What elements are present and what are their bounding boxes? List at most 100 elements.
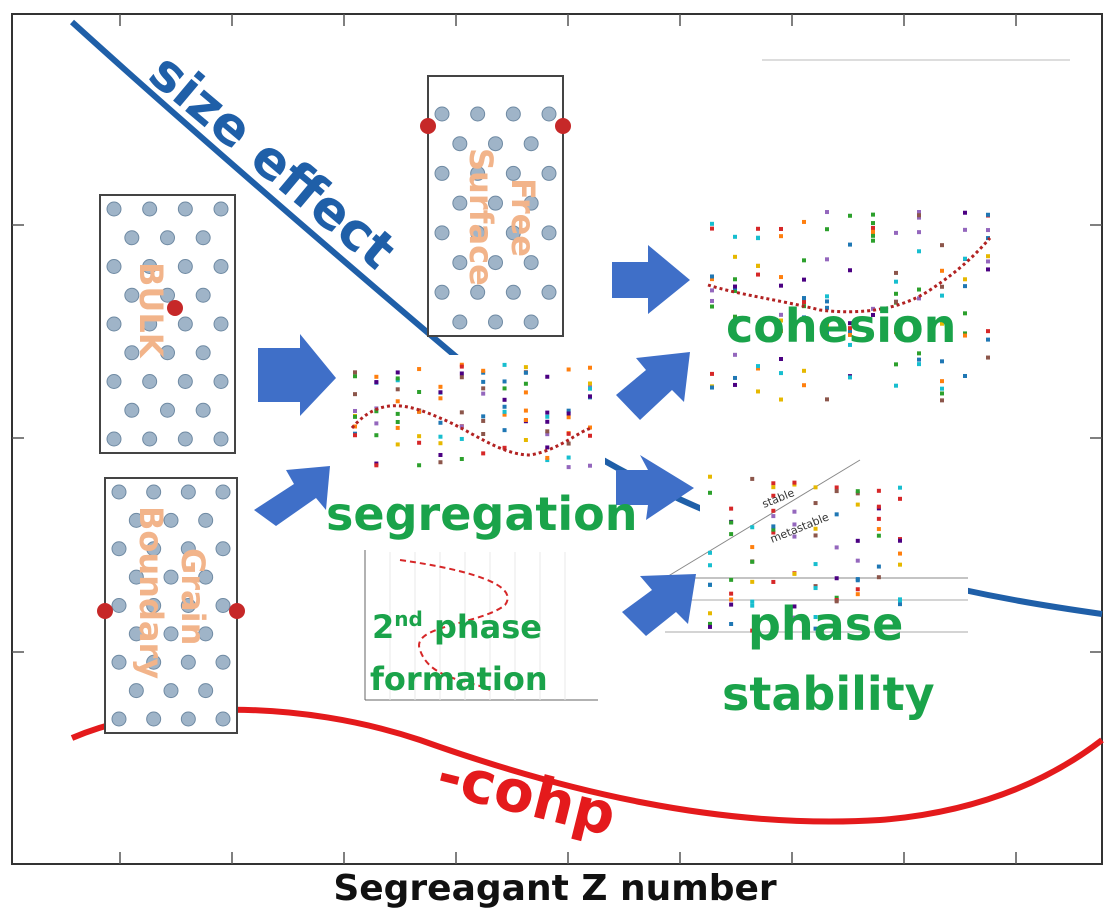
- cohesion-point: [963, 333, 967, 338]
- cohesion-point: [848, 342, 852, 347]
- arrow-seg-to-cohesion: [616, 352, 690, 420]
- phase-stability-point: [898, 538, 902, 543]
- segregation-point: [545, 455, 550, 460]
- grain-boundary-atom: [180, 484, 196, 500]
- free-surface-atom: [541, 225, 557, 241]
- cohesion-point: [756, 263, 760, 268]
- free-surface-label-line2: Surface: [462, 148, 500, 286]
- cohesion-point: [963, 311, 967, 316]
- segregation-point: [502, 362, 507, 367]
- segregation-point: [588, 394, 592, 399]
- phase-stability-point: [813, 533, 818, 538]
- segregation-point: [588, 365, 592, 370]
- phase-stability-label-line2: stability: [722, 667, 935, 721]
- segregation-point: [438, 434, 443, 439]
- cohesion-point: [756, 364, 760, 369]
- grain-boundary-atom: [111, 598, 127, 613]
- segregation-point: [417, 434, 422, 439]
- grain-boundary-atom: [111, 711, 127, 727]
- segregation-point: [588, 386, 592, 391]
- phase-stability-point: [771, 485, 776, 490]
- segregation-point: [502, 397, 507, 402]
- cohesion-point: [963, 256, 967, 261]
- free-surface-atom: [470, 225, 486, 241]
- cohesion-point: [779, 234, 783, 239]
- cohesion-point: [894, 383, 898, 388]
- free-surface-atom: [523, 314, 539, 330]
- free-surface-atom: [541, 165, 557, 181]
- segregation-point: [481, 418, 486, 423]
- bulk-atom: [106, 374, 122, 389]
- phase-stability-point: [834, 595, 839, 600]
- bulk-atom: [213, 374, 229, 389]
- phase-stability-point: [750, 579, 755, 584]
- cohesion-point: [917, 351, 921, 356]
- free-surface-segregant-atom-left: [420, 118, 436, 134]
- phase-stability-point: [792, 480, 797, 485]
- segregation-point: [395, 387, 400, 392]
- second-phase-label-line2: formation: [370, 660, 548, 698]
- phase-stability-point: [729, 577, 734, 582]
- cohesion-point: [779, 397, 783, 402]
- phase-stability-point: [750, 476, 755, 481]
- bulk-atom: [213, 259, 229, 274]
- cohesion-point: [710, 221, 714, 226]
- segregation-point: [395, 399, 400, 404]
- segregation-point: [459, 375, 464, 380]
- segregation-point: [566, 441, 571, 446]
- cohesion-point: [917, 357, 921, 362]
- cohesion-label: cohesion: [726, 299, 956, 353]
- segregation-point: [417, 463, 422, 468]
- bulk-atom: [177, 374, 193, 389]
- free-surface-atom: [488, 314, 503, 330]
- grain-boundary-atom: [180, 654, 196, 670]
- second-phase-curve: [399, 559, 509, 691]
- arrow-gb-to-segregation: [254, 466, 330, 526]
- cohesion-point: [871, 229, 875, 234]
- cohesion-point: [779, 328, 783, 333]
- grain-boundary-atom: [111, 654, 127, 670]
- free-surface-atom: [488, 255, 503, 271]
- phase-stability-point: [855, 538, 860, 543]
- segregation-point: [588, 381, 592, 386]
- bulk-atom: [142, 201, 158, 217]
- cohesion-point: [848, 242, 852, 247]
- cohesion-point: [710, 277, 714, 282]
- cohesion-point: [894, 270, 898, 275]
- free-surface-atom: [452, 195, 468, 211]
- cohesion-point: [894, 230, 898, 235]
- cohesion-point: [871, 312, 875, 317]
- cohesion-point: [825, 257, 829, 262]
- segregation-point: [417, 440, 422, 445]
- cohesion-point: [710, 385, 714, 390]
- cohesion-point: [802, 277, 806, 282]
- cohesion-point: [779, 312, 783, 317]
- phase-stability-point: [771, 579, 776, 584]
- segregation-point: [545, 445, 550, 450]
- phase-stability-point: [876, 575, 881, 580]
- phase-stability-point: [750, 599, 755, 604]
- phase-stability-point: [834, 485, 839, 490]
- bulk-atom: [106, 316, 122, 332]
- grain-boundary-atom: [163, 626, 179, 642]
- grain-boundary-atom: [146, 711, 162, 727]
- bulk-atom: [195, 230, 211, 246]
- segregation-point: [523, 437, 528, 442]
- grain-boundary-label-line2: Boundary: [132, 506, 170, 679]
- phase-stability-point: [708, 474, 712, 479]
- grain-boundary-atom: [111, 541, 127, 557]
- cohesion-mini-plot: [700, 205, 1000, 415]
- free-surface-atom: [505, 165, 521, 181]
- phase-stability-point: [898, 485, 902, 490]
- segregation-point: [438, 441, 443, 446]
- grain-boundary-atom: [111, 484, 127, 500]
- segregation-point: [502, 379, 507, 384]
- segregation-point: [438, 460, 443, 465]
- phase-stability-point: [876, 527, 881, 532]
- free-surface-atom: [470, 284, 486, 300]
- segregation-point: [417, 409, 422, 414]
- grain-boundary-atom: [180, 711, 196, 727]
- cohesion-point: [848, 213, 852, 218]
- cohesion-point: [917, 296, 921, 301]
- segregation-point: [588, 433, 592, 438]
